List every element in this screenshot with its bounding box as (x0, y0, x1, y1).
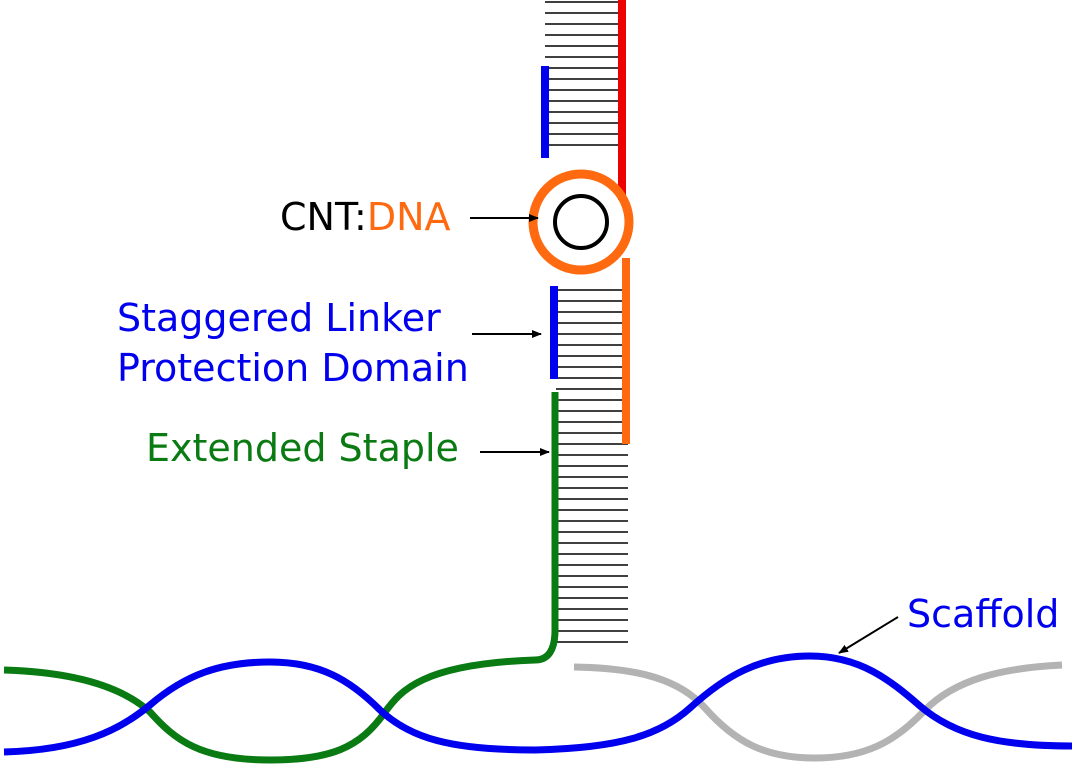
extended-staple-label: Extended Staple (146, 426, 459, 470)
cnt-prefix-text: CNT: (280, 195, 367, 239)
linker-label-line2: Protection Domain (117, 346, 469, 390)
extended-staple-strand (3, 392, 559, 764)
carbon-nanotube-circle (553, 194, 609, 250)
bottom-duplex-base-pairs (556, 289, 628, 643)
top-duplex-base-pairs (545, 1, 620, 146)
dna-text: DNA (367, 195, 451, 239)
cnt-dna-label: CNT:DNA (280, 195, 451, 239)
gray-strand (573, 661, 1063, 762)
linker-label-line1: Staggered Linker (117, 296, 441, 340)
scaffold-label: Scaffold (907, 592, 1059, 636)
dna-wrap-ring (528, 169, 634, 275)
scaffold-strand (3, 652, 1072, 756)
scaffold-arrow (838, 616, 899, 654)
